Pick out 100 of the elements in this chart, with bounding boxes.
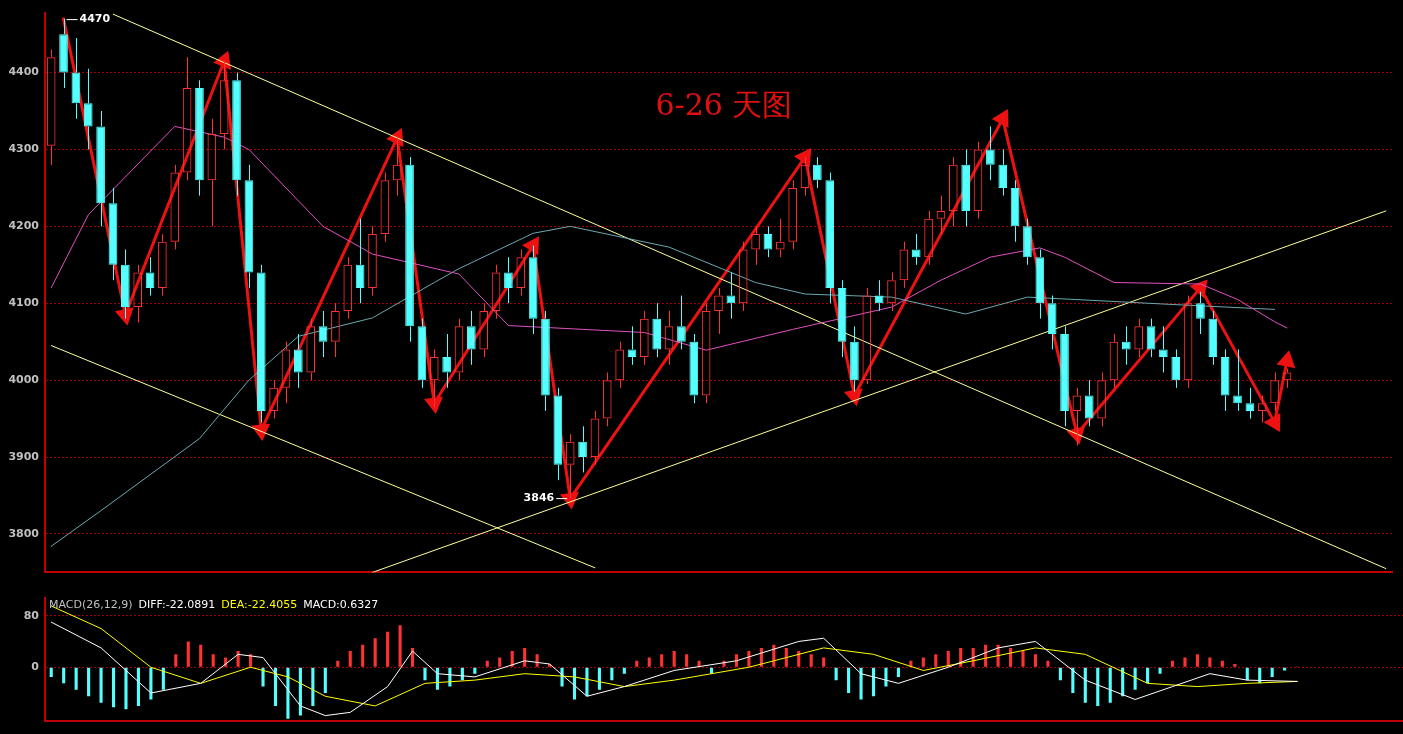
bar xyxy=(1183,657,1187,667)
point xyxy=(523,237,539,255)
y-tick-label: 80 xyxy=(23,608,40,622)
chart-title: MACD(26,12,9) xyxy=(49,597,133,611)
bar xyxy=(884,667,888,687)
y-tick-label: 4000 xyxy=(8,373,40,387)
bar xyxy=(348,651,352,667)
candlestick xyxy=(195,79,204,197)
bar xyxy=(610,667,614,681)
bar xyxy=(1133,667,1137,690)
bar xyxy=(834,667,838,681)
candlestick xyxy=(627,325,637,366)
candlestick xyxy=(504,256,513,304)
bar xyxy=(62,667,66,684)
bar xyxy=(647,657,651,667)
bar xyxy=(49,667,53,677)
candlestick xyxy=(961,148,970,227)
bar xyxy=(1158,667,1162,674)
point xyxy=(116,307,133,325)
candlestick xyxy=(1060,325,1069,427)
bar xyxy=(1033,654,1038,667)
bar xyxy=(1170,660,1175,667)
bar xyxy=(1108,667,1112,703)
point xyxy=(993,110,1009,128)
y-tick-label: 4400 xyxy=(8,65,40,79)
bar xyxy=(585,667,589,697)
bar xyxy=(635,660,639,667)
candlestick xyxy=(405,156,414,343)
point xyxy=(425,396,443,413)
bar xyxy=(597,667,601,690)
bar xyxy=(286,667,290,719)
annotation: 3846 xyxy=(523,491,555,505)
bar xyxy=(1083,667,1087,703)
point xyxy=(795,149,812,166)
bar xyxy=(311,667,315,706)
candlestick xyxy=(1146,318,1156,358)
candlestick xyxy=(1233,348,1242,412)
bar xyxy=(734,654,739,667)
candlestick xyxy=(96,110,105,227)
candlestick xyxy=(59,18,68,89)
bar xyxy=(485,660,489,667)
candlestick xyxy=(355,218,365,304)
candlestick xyxy=(1035,248,1045,320)
bar xyxy=(74,667,78,690)
point xyxy=(845,388,862,405)
y-tick-label: 3900 xyxy=(8,449,40,463)
bar xyxy=(1058,667,1062,681)
annotation: MACD:0.6327 xyxy=(303,597,379,611)
bar xyxy=(660,654,664,667)
point xyxy=(1265,414,1281,431)
text: DEA:-22.4055 xyxy=(221,597,298,611)
candlestick xyxy=(677,295,686,350)
candlestick xyxy=(442,333,451,389)
bar xyxy=(336,660,340,667)
text: DIFF:-22.0891 xyxy=(138,597,216,611)
bar xyxy=(373,638,377,667)
y-tick-label: 4200 xyxy=(8,219,40,233)
bar xyxy=(174,654,178,667)
bar xyxy=(672,651,676,667)
candlestick xyxy=(1121,325,1131,366)
candlestick xyxy=(244,164,254,289)
candlestick xyxy=(1084,379,1094,427)
candlestick xyxy=(1208,310,1218,366)
bar xyxy=(124,667,128,710)
annotation: 4470 xyxy=(79,12,111,26)
bar xyxy=(186,641,190,667)
bar xyxy=(298,667,302,716)
bar xyxy=(498,657,502,667)
bar xyxy=(847,667,851,694)
candlestick xyxy=(837,279,847,358)
bar xyxy=(361,644,365,667)
candlestick xyxy=(121,248,130,320)
y-tick-label: 4300 xyxy=(8,142,40,156)
candlestick xyxy=(1220,348,1230,412)
bar xyxy=(896,667,900,677)
candlestick xyxy=(541,310,550,412)
y-tick-label: 3800 xyxy=(8,526,40,540)
candlestick xyxy=(825,172,835,304)
bar xyxy=(1046,660,1050,667)
candlestick xyxy=(1171,348,1181,389)
bar xyxy=(822,657,826,667)
bar xyxy=(211,654,215,667)
bar xyxy=(236,651,240,667)
candlestick xyxy=(1245,387,1255,420)
candlestick xyxy=(83,68,93,150)
bar xyxy=(1096,667,1100,706)
bar xyxy=(1220,660,1224,667)
bar xyxy=(423,667,427,681)
bar xyxy=(1233,664,1237,667)
candlestick xyxy=(986,125,995,181)
candlestick xyxy=(1023,218,1032,266)
bar xyxy=(473,667,477,674)
bar xyxy=(535,654,539,667)
bar xyxy=(1270,667,1274,677)
bar xyxy=(797,651,801,667)
bar xyxy=(136,667,140,706)
candlestick xyxy=(108,187,118,281)
candlestick xyxy=(528,245,538,335)
bar xyxy=(161,667,165,690)
candlestick xyxy=(689,333,699,404)
